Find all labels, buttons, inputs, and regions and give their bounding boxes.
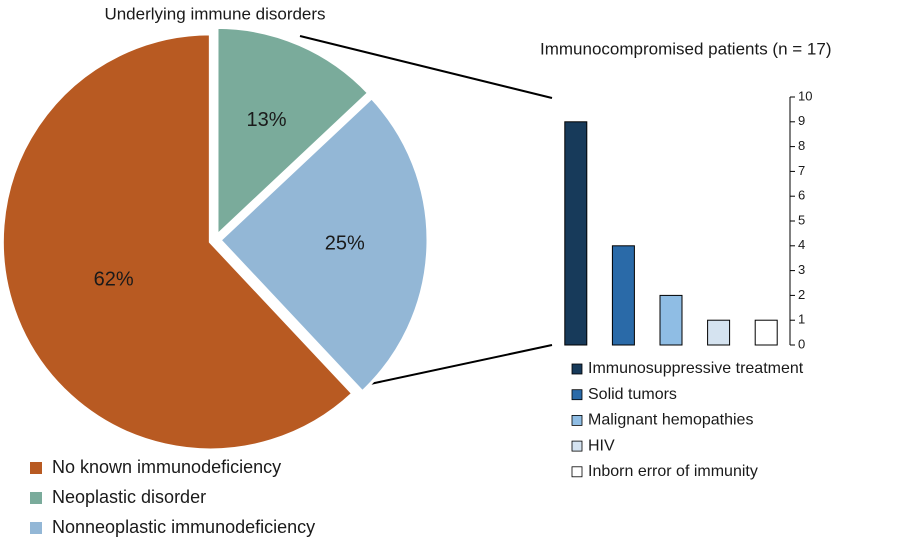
legend-swatch: [571, 466, 583, 478]
bar-title: Immunocompromised patients (n = 17): [540, 39, 832, 58]
connector-line: [299, 35, 553, 99]
y-tick-label: 0: [798, 336, 805, 351]
bar: [611, 245, 635, 346]
bar: [659, 294, 683, 346]
legend-label: Immunosuppressive treatment: [588, 360, 804, 377]
legend-swatch: [571, 414, 583, 426]
slice-label: 62%: [94, 268, 134, 290]
y-tick-label: 5: [798, 212, 805, 227]
legend-label: Solid tumors: [588, 386, 677, 403]
pie-slice: [215, 25, 371, 239]
pie-slice: [0, 32, 355, 452]
y-tick-label: 7: [798, 163, 805, 178]
bar: [707, 319, 731, 346]
y-tick-label: 2: [798, 287, 805, 302]
y-tick-label: 10: [798, 88, 812, 103]
bar: [564, 121, 588, 346]
legend-swatch: [30, 492, 42, 504]
y-tick-label: 8: [798, 138, 805, 153]
legend-swatch: [571, 363, 583, 375]
y-tick-label: 6: [798, 188, 805, 203]
slice-label: 13%: [247, 109, 287, 131]
y-tick-label: 9: [798, 113, 805, 128]
y-tick-label: 3: [798, 262, 805, 277]
legend-label: Neoplastic disorder: [52, 487, 206, 507]
legend-swatch: [571, 440, 583, 452]
pie-slice: [217, 95, 430, 394]
connector-line: [369, 344, 553, 385]
legend-label: No known immunodeficiency: [52, 457, 281, 477]
legend-label: HIV: [588, 437, 615, 454]
legend-label: Inborn error of immunity: [588, 463, 758, 480]
legend-label: Nonneoplastic immunodeficiency: [52, 517, 315, 537]
y-tick-label: 1: [798, 312, 805, 327]
y-tick-label: 4: [798, 237, 805, 252]
legend-swatch: [571, 389, 583, 401]
bar: [754, 319, 778, 346]
slice-label: 25%: [325, 232, 365, 254]
legend-swatch: [30, 462, 42, 474]
pie-title: Underlying immune disorders: [104, 4, 325, 23]
legend-label: Malignant hemopathies: [588, 412, 753, 429]
legend-swatch: [30, 522, 42, 534]
